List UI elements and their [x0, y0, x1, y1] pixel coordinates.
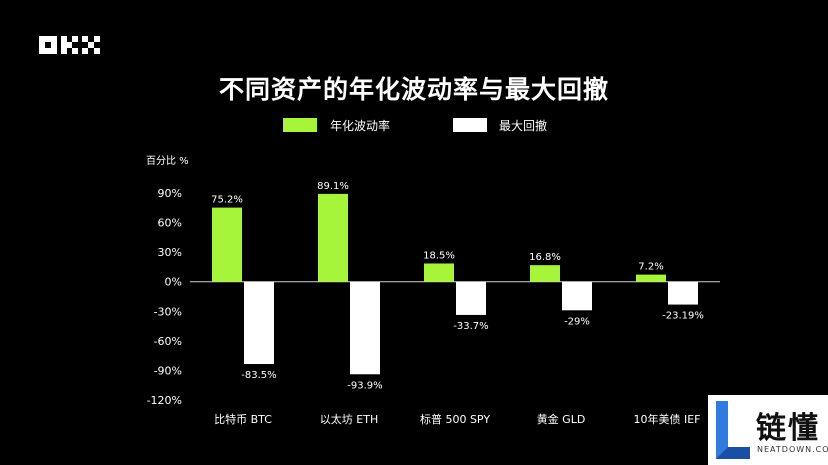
data-label-drawdown: -29% [564, 316, 590, 327]
bars-group: 75.2% -83.5% 89.1% -93.9% 18.5% -33.7% 16.8% -2… [211, 181, 704, 391]
y-tick-label: -120% [147, 394, 182, 407]
y-tick-label: 60% [158, 217, 182, 230]
x-tick-label: 10年美债 IEF [633, 412, 700, 426]
data-label-volatility: 75.2% [211, 195, 243, 206]
x-tick-label: 比特币 BTC [214, 412, 272, 426]
legend-label-drawdown: 最大回撤 [499, 119, 548, 133]
data-label-drawdown: -23.19% [662, 311, 704, 322]
okx-logo-icon [39, 36, 100, 54]
chart-legend: 年化波动率 最大回撤 [0, 116, 828, 134]
watermark-badge: 链懂 NEATDOWN.COM [708, 395, 828, 465]
y-tick-label: -60% [154, 335, 182, 348]
legend-swatch-volatility [283, 118, 317, 132]
x-tick-label: 标普 500 SPY [420, 412, 490, 426]
bar-volatility [318, 193, 348, 282]
bar-drawdown [668, 281, 698, 305]
data-label-volatility: 89.1% [317, 181, 349, 192]
bar-drawdown [456, 281, 486, 315]
bar-volatility [424, 263, 454, 282]
data-label-drawdown: -83.5% [241, 370, 276, 381]
bar-volatility [530, 265, 560, 282]
y-axis-label: 百分比 % [146, 155, 189, 167]
y-tick-label: 0% [165, 276, 182, 289]
x-tick-label: 黄金 GLD [537, 412, 586, 426]
legend-label-volatility: 年化波动率 [330, 119, 391, 133]
x-tick-label: 以太坊 ETH [320, 412, 378, 426]
data-label-volatility: 7.2% [638, 262, 663, 273]
y-tick-label: 30% [158, 246, 182, 259]
x-axis-ticks: 比特币 BTC 以太坊 ETH 标普 500 SPY 黄金 GLD 10年美债 IEF [214, 412, 700, 426]
data-label-drawdown: -33.7% [453, 321, 488, 332]
data-label-volatility: 18.5% [423, 250, 455, 261]
chart-title: 不同资产的年化波动率与最大回撤 [218, 75, 609, 104]
bar-drawdown [562, 281, 592, 311]
bar-volatility [636, 274, 666, 282]
bar-drawdown [244, 281, 274, 365]
y-tick-label: 90% [158, 187, 182, 200]
y-tick-label: -90% [154, 364, 182, 377]
bar-drawdown [350, 281, 380, 375]
data-label-volatility: 16.8% [529, 252, 561, 263]
data-label-drawdown: -93.9% [347, 380, 382, 391]
bar-volatility [212, 207, 242, 282]
watermark-text: 链懂 [756, 411, 820, 446]
y-axis-ticks: 90% 60% 30% 0% -30% -60% -90% -120% [147, 187, 182, 407]
y-tick-label: -30% [154, 305, 182, 318]
legend-swatch-drawdown [453, 118, 487, 132]
watermark-subtext: NEATDOWN.COM [757, 445, 828, 454]
watermark-l-icon [716, 401, 750, 459]
